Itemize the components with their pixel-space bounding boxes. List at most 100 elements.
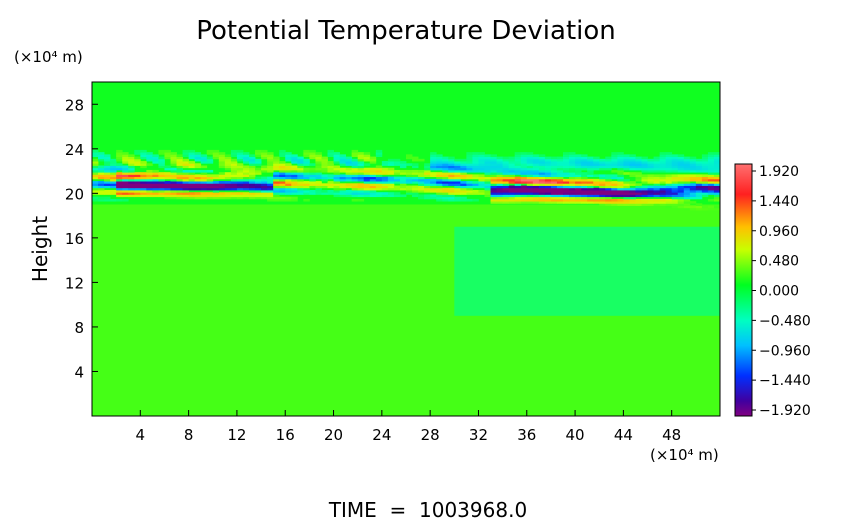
heatmap-cell xyxy=(194,192,202,195)
heatmap-cell xyxy=(611,176,618,180)
heatmap-cell xyxy=(587,172,594,175)
heatmap-cell xyxy=(563,194,570,198)
heatmap-cell xyxy=(683,176,691,180)
heatmap-cell xyxy=(550,201,558,204)
heatmap-cell xyxy=(713,207,720,211)
heatmap-cell xyxy=(713,181,720,184)
heatmap-cell xyxy=(448,169,455,173)
heatmap-cell xyxy=(611,154,618,157)
heatmap-cell xyxy=(206,196,214,200)
heatmap-cell xyxy=(261,189,268,193)
heatmap-cell xyxy=(629,156,636,160)
heatmap-cell xyxy=(683,165,691,169)
heatmap-cell xyxy=(508,165,516,169)
heatmap-cell xyxy=(267,178,274,182)
heatmap-cell xyxy=(605,194,612,198)
heatmap-cell xyxy=(647,194,654,198)
heatmap-cell xyxy=(176,167,183,171)
heatmap-cell xyxy=(158,185,165,189)
heatmap-cell xyxy=(424,163,431,166)
heatmap-cell xyxy=(104,189,111,193)
heatmap-cell xyxy=(200,194,208,198)
heatmap-cell xyxy=(587,169,594,173)
heatmap-cell xyxy=(291,192,298,195)
heatmap-cell xyxy=(671,156,679,160)
heatmap-cell xyxy=(587,189,594,193)
heatmap-cell xyxy=(593,167,600,171)
heatmap-cell xyxy=(309,189,316,193)
heatmap-cell xyxy=(236,176,244,180)
heatmap-cell xyxy=(206,185,214,189)
heatmap-cell xyxy=(369,181,377,184)
heatmap-cell xyxy=(532,169,540,173)
heatmap-cell xyxy=(665,181,673,184)
heatmap-cell xyxy=(563,185,570,189)
heatmap-cell xyxy=(436,163,443,166)
heatmap-cell xyxy=(442,156,449,160)
heatmap-cell xyxy=(273,192,280,195)
heatmap-cell xyxy=(110,178,117,182)
heatmap-cell xyxy=(454,183,461,186)
heatmap-cell xyxy=(406,178,413,182)
heatmap-cell xyxy=(357,194,365,198)
heatmap-cell xyxy=(508,185,516,189)
colorbar-label: −0.480 xyxy=(759,313,811,329)
heatmap-cell xyxy=(442,181,449,184)
heatmap-cell xyxy=(442,187,449,191)
heatmap-cell xyxy=(623,189,630,193)
heatmap-cell xyxy=(617,185,624,189)
heatmap-cell xyxy=(617,154,624,157)
heatmap-cell xyxy=(116,154,123,157)
heatmap-cell xyxy=(502,169,510,173)
heatmap-cell xyxy=(502,158,510,162)
heatmap-cell xyxy=(291,154,298,157)
heatmap-cell xyxy=(611,161,618,164)
heatmap-cell xyxy=(327,161,334,164)
heatmap-cell xyxy=(707,189,715,193)
heatmap-cell xyxy=(665,156,673,160)
heatmap-cell xyxy=(707,183,715,186)
heatmap-cell xyxy=(526,165,534,169)
heatmap-cell xyxy=(297,172,304,175)
heatmap-cell xyxy=(285,183,292,186)
heatmap-cell xyxy=(351,187,359,191)
heatmap-cell xyxy=(448,172,455,175)
heatmap-cell xyxy=(544,187,552,191)
heatmap-cell xyxy=(665,185,673,189)
heatmap-cell xyxy=(315,167,322,171)
heatmap-cell xyxy=(146,176,153,180)
heatmap-cell xyxy=(508,189,516,193)
heatmap-cell xyxy=(291,185,298,189)
heatmap-cell xyxy=(236,194,244,198)
heatmap-cell xyxy=(581,185,588,189)
heatmap-cell xyxy=(249,187,256,191)
heatmap-cell xyxy=(460,158,467,162)
heatmap-cell xyxy=(514,158,522,162)
heatmap-cell xyxy=(641,163,648,166)
heatmap-cell xyxy=(436,187,443,191)
heatmap-cell xyxy=(713,178,720,182)
heatmap-cell xyxy=(520,201,528,204)
heatmap-cell xyxy=(665,187,673,191)
heatmap-cell xyxy=(593,198,600,202)
heatmap-cell xyxy=(351,163,359,166)
heatmap-cell xyxy=(339,156,347,160)
heatmap-cell xyxy=(315,154,322,157)
heatmap-cell xyxy=(653,178,661,182)
heatmap-cell xyxy=(134,187,141,191)
heatmap-cell xyxy=(140,185,147,189)
heatmap-cell xyxy=(520,174,528,178)
heatmap-cell xyxy=(689,156,697,160)
heatmap-cell xyxy=(279,174,286,178)
heatmap-cell xyxy=(641,174,648,178)
y-tick-label: 24 xyxy=(65,141,84,159)
heatmap-cell xyxy=(436,192,443,195)
heatmap-cell xyxy=(267,163,274,166)
heatmap-cell xyxy=(357,192,365,195)
heatmap-cell xyxy=(363,178,371,182)
heatmap-cell xyxy=(532,178,540,182)
heatmap-cell xyxy=(538,183,546,186)
heatmap-cell xyxy=(563,174,570,178)
heatmap-cell xyxy=(478,181,485,184)
heatmap-cell xyxy=(599,174,606,178)
